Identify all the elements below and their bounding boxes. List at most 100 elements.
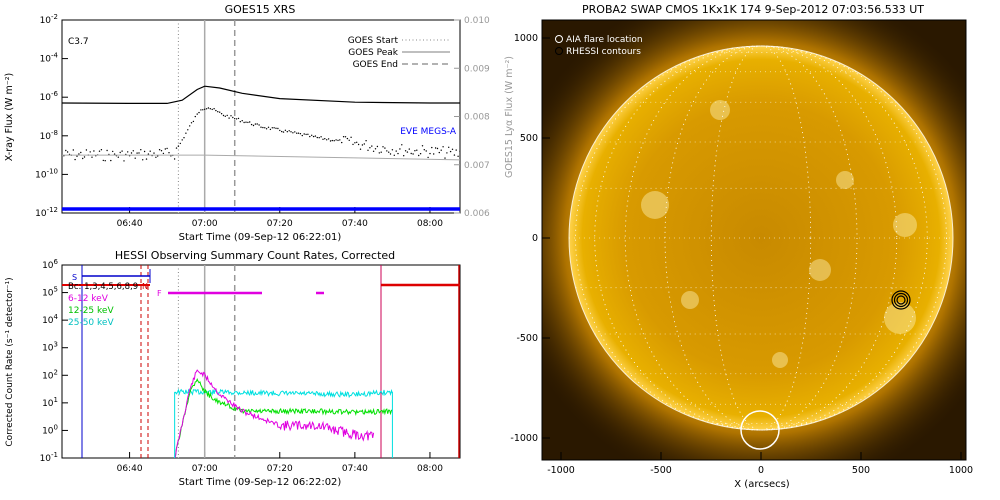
hessi-y-tick-exponent: 3 [54,341,58,349]
swap-bright-region [836,171,854,189]
goes-short-channel-point [194,115,196,118]
goes-short-channel-point [74,158,76,161]
swap-legend-rhessi: RHESSI contours [566,47,641,57]
goes-x-tick-label: 07:00 [192,219,218,229]
hessi-y-tick-base: 10 [42,261,54,271]
goes-short-channel-point [230,115,232,117]
goes-short-channel-point [433,153,435,155]
hessi-y-tick-label: 104 [42,313,58,326]
swap-title: PROBA2 SWAP CMOS 1Kx1K 174 9-Sep-2012 07… [582,3,924,16]
goes-short-channel-point [286,131,288,133]
goes-short-channel-point [181,139,183,141]
goes-short-channel-point [444,157,446,159]
swap-y-tick-label: -1000 [510,433,538,444]
goes-short-channel-point [359,148,362,150]
hessi-25-50kev-line [174,388,393,399]
swap-panel: PROBA2 SWAP CMOS 1Kx1K 174 9-Sep-2012 07… [510,3,973,490]
hessi-y-tick-exponent: 6 [54,258,59,266]
hessi-y-tick-base: 10 [42,316,54,326]
goes-short-channel-point [149,150,151,152]
swap-y-tick-label: -500 [516,333,538,344]
goes-short-channel-point [190,122,193,124]
goes-short-channel-point [356,141,358,143]
goes-short-channel-point [258,124,260,126]
goes-short-channel-point [281,130,283,133]
goes-short-channel-point [138,152,140,154]
goes-short-channel-point [294,131,296,133]
goes-short-channel-point [80,151,82,154]
hessi-attenuator-text: Bc: 1,3,4,5,6,8,9 [68,282,138,292]
goes-short-channel-point [140,149,142,151]
hessi-x-tick-label: 07:00 [192,464,218,474]
goes-short-channel-point [365,140,367,142]
goes-short-channel-point [192,120,195,123]
goes-short-channel-point [78,153,80,155]
goes-short-channel-point [312,135,315,138]
goes-short-channel-point [457,155,459,157]
goes-short-channel-point [65,149,67,152]
swap-longitude-line [575,45,947,431]
goes-short-channel-point [290,131,292,133]
swap-x-tick-label: -500 [650,465,672,476]
goes-y-ticks-right: 0.010 0.009 0.008 0.007 0.006 [454,16,490,219]
goes-short-channel-point [136,152,138,154]
goes-short-channel-point [434,147,437,149]
goes-title: GOES15 XRS [225,3,296,16]
hessi-y-tick-exponent: 0 [54,423,58,431]
swap-bright-region [772,352,788,368]
goes-short-channel-point [297,132,300,134]
goes-short-channel-point [132,150,134,152]
hessi-y-tick-exponent: 1 [54,396,58,404]
goes-short-channel-point [436,147,439,150]
goes-short-channel-point [401,144,403,146]
goes-short-channel-point [333,140,335,142]
goes-short-channel-point [162,152,165,155]
goes-short-channel-point [235,118,238,120]
goes-short-channel-point [110,159,112,162]
goes-short-channel-point [112,150,114,153]
goes-y-tick-label: 10-12 [35,206,58,219]
hessi-x-tick-label: 06:40 [117,464,143,474]
swap-aia-flare-marker [740,410,780,450]
goes-short-channel-point [348,139,350,141]
hessi-state-s: S [72,273,77,282]
goes-short-channel-point [250,123,253,126]
goes-short-channel-point [397,152,399,155]
swap-rhessi-contour-3 [896,295,906,305]
goes-short-channel-point [213,108,215,110]
goes-short-channel-point [309,135,311,138]
hessi-y-tick-label: 102 [42,368,58,381]
swap-legend: AIA flare location RHESSI contours [555,35,643,57]
goes-short-channel-point [292,132,294,134]
goes-short-channel-point [83,156,86,158]
goes-short-channel-point [260,126,262,128]
hessi-y-tick-exponent: -1 [51,451,58,459]
swap-rhessi-contour-2 [893,292,909,308]
goes-short-channel-point [164,148,166,150]
swap-frame [541,19,967,461]
hessi-y-tick-base: 10 [42,399,54,409]
goes-short-channel-point [196,113,198,115]
goes-short-channel-point [142,159,144,161]
goes-short-channel-point [301,134,303,137]
goes-short-channel-point [322,138,324,140]
goes-short-channel-point [369,147,371,149]
goes-short-channel-point [357,143,360,146]
goes-short-channel-point [438,151,440,154]
swap-image [542,20,966,460]
swap-bright-region [893,213,917,237]
goes-short-channel-point [155,156,157,158]
goes-short-channel-point [380,151,382,153]
goes-short-channel-point [448,146,450,148]
goes-short-channel-point [106,149,108,152]
goes-short-channel-point [219,111,221,113]
hessi-x-ticks: 06:40 07:00 07:20 07:40 08:00 [117,452,443,474]
goes-short-channel-point [217,111,219,113]
goes-short-channel-point [113,153,116,155]
goes-short-channel-point [406,151,409,153]
goes-y-tick-label: 10-2 [40,13,58,26]
swap-x-tick-label: 0 [758,465,764,476]
